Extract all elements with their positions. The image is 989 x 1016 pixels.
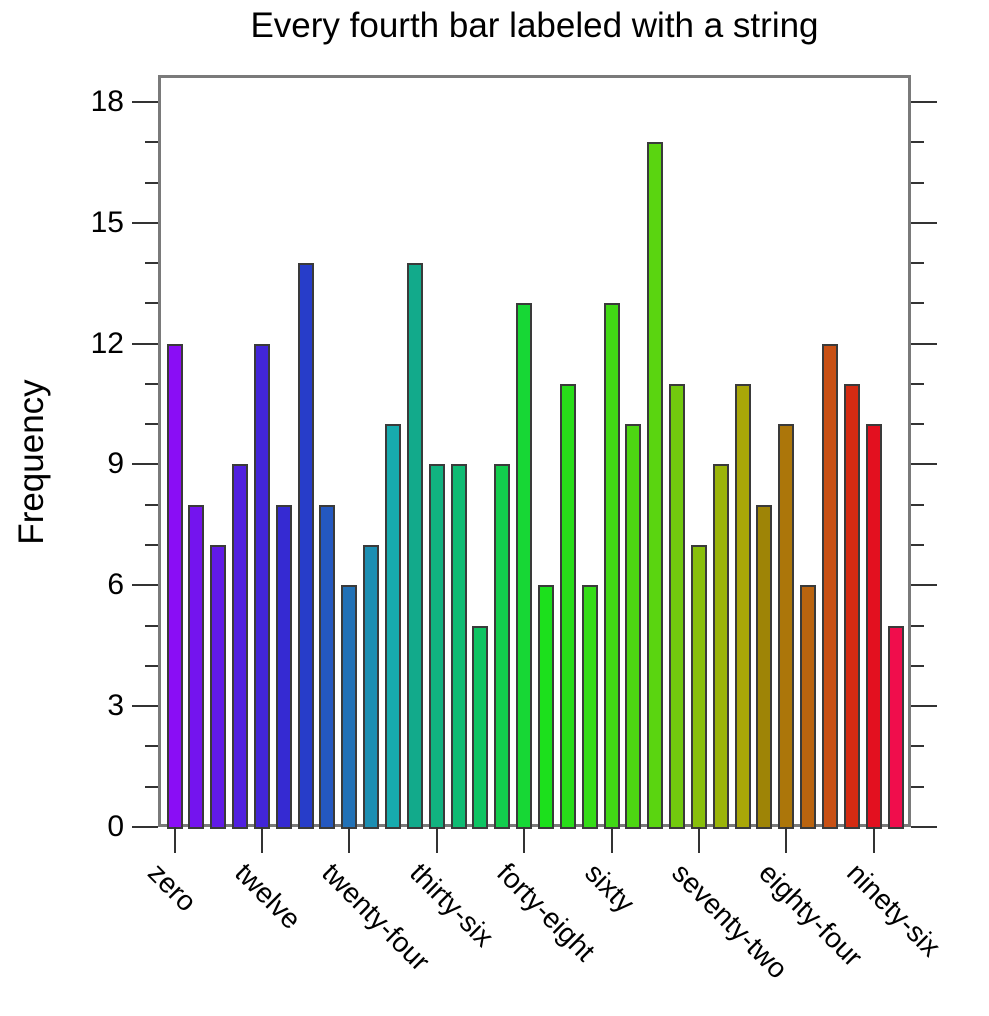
bar-18 <box>559 383 576 829</box>
bar-13 <box>450 464 467 829</box>
x-tick-label-5: sixty <box>578 857 641 919</box>
y-minor-tick-right-10 <box>911 423 924 426</box>
bar-22 <box>647 142 664 829</box>
bar-17 <box>537 585 554 829</box>
x-major-tick-2 <box>348 827 351 853</box>
y-major-tick-right-15 <box>911 221 937 224</box>
bar-15 <box>494 464 511 829</box>
x-major-tick-6 <box>697 827 700 853</box>
chart-title: Every fourth bar labeled with a string <box>250 6 819 45</box>
bar-25 <box>712 464 729 829</box>
bar-3 <box>232 464 249 829</box>
bar-30 <box>822 343 838 829</box>
bar-24 <box>690 545 707 829</box>
bar-19 <box>581 585 598 829</box>
y-minor-tick-left-16 <box>145 181 158 184</box>
bar-14 <box>472 625 489 829</box>
bar-29 <box>800 585 817 829</box>
y-minor-tick-right-13 <box>911 302 924 305</box>
bar-23 <box>669 383 686 829</box>
bar-10 <box>385 424 401 829</box>
y-major-tick-left-3 <box>132 705 158 708</box>
bar-21 <box>625 424 642 829</box>
y-tick-label-0: 0 <box>107 810 124 843</box>
y-major-tick-left-9 <box>132 463 158 466</box>
x-major-tick-7 <box>785 827 788 853</box>
x-major-tick-0 <box>173 827 176 853</box>
y-major-tick-right-12 <box>911 342 937 345</box>
bar-2 <box>210 545 227 829</box>
y-minor-tick-left-14 <box>145 262 158 265</box>
y-minor-tick-right-1 <box>911 785 924 788</box>
x-major-tick-5 <box>610 827 613 853</box>
y-minor-tick-right-2 <box>911 745 924 748</box>
bar-27 <box>756 504 773 829</box>
y-minor-tick-right-8 <box>911 503 924 506</box>
y-tick-label-3: 3 <box>107 689 124 723</box>
plot-area <box>158 75 911 827</box>
bar-1 <box>188 504 205 829</box>
x-major-tick-8 <box>872 827 875 853</box>
y-minor-tick-left-5 <box>145 624 158 627</box>
x-major-tick-1 <box>260 827 263 853</box>
bar-11 <box>406 263 423 829</box>
bar-33 <box>887 625 904 829</box>
bar-31 <box>843 383 860 829</box>
bar-0 <box>166 343 183 829</box>
bar-26 <box>734 383 751 829</box>
y-major-tick-right-18 <box>911 100 937 103</box>
bar-28 <box>778 424 795 829</box>
y-major-tick-right-3 <box>911 705 937 708</box>
bar-4 <box>253 343 270 829</box>
bar-7 <box>319 504 336 829</box>
y-major-tick-right-6 <box>911 584 937 587</box>
y-minor-tick-left-8 <box>145 503 158 506</box>
x-tick-label-0: zero <box>141 857 203 918</box>
y-minor-tick-right-11 <box>911 382 924 385</box>
y-tick-label-12: 12 <box>90 326 124 360</box>
y-tick-label-6: 6 <box>107 568 124 602</box>
y-minor-tick-right-4 <box>911 664 924 667</box>
x-tick-label-1: twelve <box>228 857 308 936</box>
y-tick-label-15: 15 <box>90 205 124 239</box>
y-minor-tick-right-16 <box>911 181 924 184</box>
y-major-tick-left-0 <box>132 826 158 828</box>
y-major-tick-left-15 <box>132 221 158 224</box>
y-minor-tick-left-11 <box>145 382 158 385</box>
y-minor-tick-right-14 <box>911 262 924 265</box>
x-major-tick-4 <box>523 827 526 853</box>
y-minor-tick-right-5 <box>911 624 924 627</box>
bar-8 <box>341 585 358 829</box>
y-minor-tick-right-7 <box>911 544 924 547</box>
y-minor-tick-left-4 <box>145 664 158 667</box>
y-major-tick-right-9 <box>911 463 937 466</box>
bar-5 <box>275 504 292 829</box>
y-minor-tick-left-2 <box>145 745 158 748</box>
bar-20 <box>603 303 620 829</box>
y-axis-title: Frequency <box>12 379 51 545</box>
y-major-tick-right-0 <box>911 826 937 828</box>
x-major-tick-3 <box>435 827 438 853</box>
y-minor-tick-left-13 <box>145 302 158 305</box>
bar-12 <box>428 464 445 829</box>
y-tick-label-9: 9 <box>107 447 124 481</box>
bar-32 <box>865 424 882 829</box>
y-tick-label-18: 18 <box>90 84 124 118</box>
bar-6 <box>297 263 314 829</box>
y-minor-tick-left-17 <box>145 141 158 144</box>
bar-16 <box>516 303 533 829</box>
y-major-tick-left-12 <box>132 342 158 345</box>
y-minor-tick-left-10 <box>145 423 158 426</box>
y-major-tick-left-6 <box>132 584 158 587</box>
y-minor-tick-left-1 <box>145 785 158 788</box>
bar-9 <box>363 545 380 829</box>
y-minor-tick-left-7 <box>145 544 158 547</box>
y-minor-tick-right-17 <box>911 141 924 144</box>
y-major-tick-left-18 <box>132 100 158 103</box>
